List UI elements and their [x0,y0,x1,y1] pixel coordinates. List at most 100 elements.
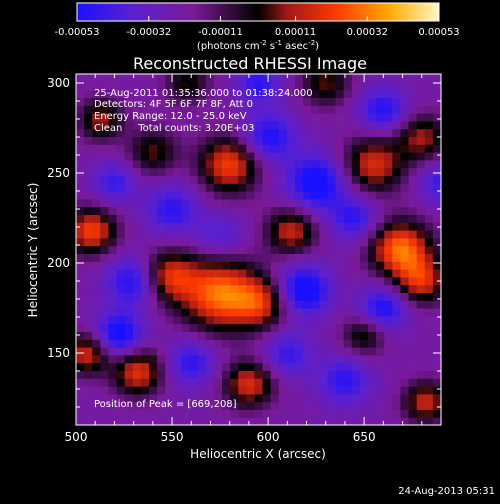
heatmap-cell [246,261,256,270]
heatmap-cell [213,245,223,254]
heatmap-cell [140,206,150,215]
heatmap-cell [270,89,280,98]
heatmap-cell [319,222,329,231]
heatmap-cell [189,230,199,239]
heatmap-cell [213,89,223,98]
heatmap-cell [157,276,166,286]
heatmap-cell [140,386,150,395]
heatmap-cell [230,339,239,348]
heatmap-cell [189,417,199,425]
heatmap-cell [408,401,418,410]
heatmap-cell [359,183,369,192]
heatmap-cell [262,253,272,262]
heatmap-cell [205,136,215,145]
heatmap-cell [197,300,207,309]
heatmap-cell [84,378,93,387]
heatmap-cell [213,214,223,223]
heatmap-cell [124,315,134,325]
heatmap-cell [181,386,191,395]
heatmap-cell [254,409,264,418]
heatmap-cell [303,230,312,239]
heatmap-cell [262,300,272,309]
heatmap-cell [286,183,296,192]
heatmap-cell [205,128,215,137]
heatmap-cell [165,175,174,184]
heatmap-cell [392,323,402,332]
heatmap-cell [132,89,142,98]
heatmap-cell [116,331,126,340]
heatmap-cell [343,362,353,371]
heatmap-cell [295,354,304,364]
heatmap-cell [432,97,441,106]
heatmap-cell [254,237,264,247]
heatmap-cell [262,159,272,169]
heatmap-cell [100,237,110,247]
heatmap-cell [213,128,223,137]
heatmap-cell [311,409,320,418]
heatmap-cell [230,362,239,371]
heatmap-cell [319,128,329,137]
heatmap-cell [359,347,369,356]
heatmap-cell [368,339,377,348]
heatmap-cell [262,214,272,223]
heatmap-cell [84,120,93,130]
heatmap-cell [149,214,158,223]
heatmap-cell [351,206,361,215]
heatmap-cell [116,378,126,387]
heatmap-cell [213,175,223,184]
heatmap-cell [108,308,118,317]
heatmap-cell [140,409,150,418]
heatmap-cell [376,261,385,270]
heatmap-cell [351,417,361,425]
heatmap-cell [295,198,304,208]
heatmap-cell [100,409,110,418]
heatmap-cell [376,144,385,153]
heatmap-cell [424,378,434,387]
heatmap-cell [327,167,337,176]
heatmap-cell [311,222,320,231]
heatmap-cell [238,323,247,332]
heatmap-cell [262,308,272,317]
heatmap-cell [76,237,85,247]
heatmap-cell [238,308,247,317]
heatmap-cell [100,347,110,356]
heatmap-cell [278,339,288,348]
heatmap-cell [408,386,418,395]
heatmap-cell [432,175,441,184]
heatmap-cell [286,315,296,325]
heatmap-cell [124,323,134,332]
info-time-range: 25-Aug-2011 01:35:36.000 to 01:38:24.000 [94,88,313,99]
heatmap-cell [262,354,272,364]
heatmap-cell [376,284,385,293]
heatmap-cell [197,315,207,325]
heatmap-cell [132,386,142,395]
heatmap-cell [222,354,231,364]
heatmap-cell [359,222,369,231]
heatmap-cell [376,237,385,247]
heatmap-cell [92,237,101,247]
heatmap-cell [189,74,199,83]
heatmap-cell [270,159,280,169]
heatmap-cell [84,269,93,278]
heatmap-cell [189,167,199,176]
heatmap-cell [303,222,312,231]
heatmap-cell [311,308,320,317]
heatmap-cell [124,347,134,356]
heatmap-cell [432,269,441,278]
heatmap-cell [197,230,207,239]
heatmap-cell [327,136,337,145]
heatmap-cell [254,386,264,395]
heatmap-cell [181,417,191,425]
heatmap-cell [254,284,264,293]
heatmap-cell [295,89,304,98]
heatmap-cell [197,261,207,270]
heatmap-cell [181,152,191,161]
heatmap-cell [222,276,231,286]
heatmap-cell [76,222,85,231]
heatmap-cell [254,113,264,122]
heatmap-cell [76,253,85,262]
heatmap-cell [408,276,418,286]
heatmap-cell [213,292,223,301]
heatmap-cell [108,347,118,356]
heatmap-cell [432,393,441,403]
